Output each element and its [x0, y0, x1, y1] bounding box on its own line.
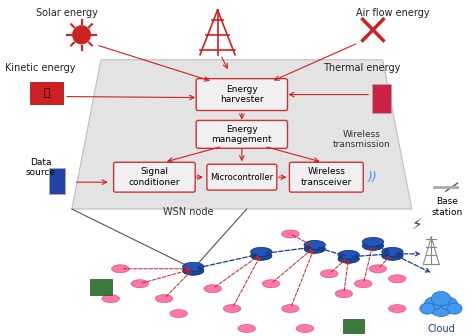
Ellipse shape — [155, 295, 173, 303]
Ellipse shape — [262, 280, 280, 288]
Ellipse shape — [338, 250, 359, 259]
Text: )): )) — [368, 171, 378, 184]
Ellipse shape — [282, 230, 299, 238]
FancyBboxPatch shape — [207, 164, 277, 190]
Ellipse shape — [204, 285, 221, 293]
Text: Data
source: Data source — [26, 158, 56, 177]
Circle shape — [73, 26, 90, 44]
Ellipse shape — [382, 251, 403, 260]
FancyBboxPatch shape — [114, 162, 195, 192]
Ellipse shape — [320, 270, 338, 278]
Ellipse shape — [238, 325, 255, 333]
FancyBboxPatch shape — [30, 82, 63, 103]
FancyBboxPatch shape — [90, 279, 112, 295]
Ellipse shape — [338, 254, 359, 263]
FancyBboxPatch shape — [343, 319, 364, 334]
Text: Air flow energy: Air flow energy — [356, 8, 429, 18]
Ellipse shape — [131, 280, 148, 288]
Ellipse shape — [430, 301, 452, 317]
Text: WSN node: WSN node — [163, 207, 214, 217]
Ellipse shape — [362, 241, 383, 250]
Ellipse shape — [304, 244, 325, 253]
Ellipse shape — [223, 305, 241, 312]
Text: Cloud: Cloud — [427, 324, 455, 334]
Ellipse shape — [170, 309, 187, 318]
FancyBboxPatch shape — [49, 168, 65, 194]
FancyBboxPatch shape — [196, 120, 288, 148]
Ellipse shape — [389, 275, 406, 283]
Ellipse shape — [447, 303, 462, 314]
Text: Signal
conditioner: Signal conditioner — [128, 167, 180, 187]
Ellipse shape — [382, 247, 403, 256]
Ellipse shape — [182, 266, 204, 275]
Text: ⚡: ⚡ — [411, 216, 422, 232]
Ellipse shape — [282, 305, 299, 312]
Ellipse shape — [251, 251, 272, 260]
Ellipse shape — [304, 240, 325, 249]
Ellipse shape — [440, 297, 457, 310]
Ellipse shape — [431, 291, 451, 306]
Ellipse shape — [389, 305, 406, 312]
Text: Energy
management: Energy management — [211, 125, 272, 144]
Ellipse shape — [251, 247, 272, 256]
Ellipse shape — [296, 325, 314, 333]
Ellipse shape — [362, 238, 383, 246]
Ellipse shape — [425, 297, 442, 310]
Text: Kinetic energy: Kinetic energy — [6, 63, 76, 73]
Ellipse shape — [420, 303, 435, 314]
Text: Microcontroller: Microcontroller — [210, 173, 273, 182]
Ellipse shape — [355, 280, 372, 288]
Ellipse shape — [335, 290, 353, 298]
Ellipse shape — [102, 295, 119, 303]
FancyBboxPatch shape — [196, 79, 288, 111]
Text: Solar energy: Solar energy — [36, 8, 98, 18]
Polygon shape — [72, 60, 412, 209]
Text: Wireless
transmission: Wireless transmission — [332, 130, 390, 149]
Text: Base
station: Base station — [431, 197, 463, 217]
Text: Wireless
transceiver: Wireless transceiver — [301, 167, 352, 187]
FancyBboxPatch shape — [290, 162, 363, 192]
Ellipse shape — [112, 265, 129, 273]
Text: 🚂: 🚂 — [43, 88, 50, 97]
Text: Energy
harvester: Energy harvester — [220, 85, 264, 104]
Text: Thermal energy: Thermal energy — [323, 63, 400, 73]
Ellipse shape — [182, 262, 204, 271]
FancyBboxPatch shape — [372, 84, 392, 114]
Ellipse shape — [369, 265, 387, 273]
